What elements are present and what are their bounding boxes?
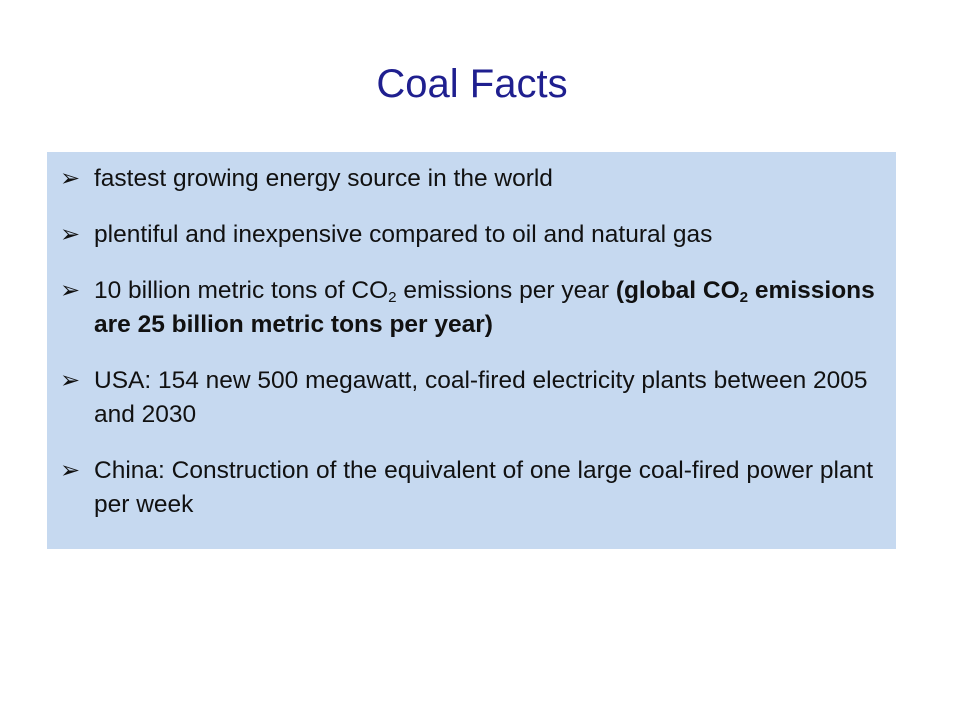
bullet-text: fastest growing energy source in the wor… [94, 165, 553, 192]
bullet-bold-text: (global CO [615, 277, 740, 304]
arrow-right-bullet-icon: ➢ [60, 165, 81, 192]
arrow-right-bullet-icon: ➢ [60, 221, 81, 248]
bullet-text: China: Construction of the equivalent of… [94, 457, 874, 518]
bullet-item-china: ➢ China: Construction of the equivalent … [60, 454, 878, 522]
bullet-text: USA: 154 new 500 megawatt, coal-fired el… [94, 367, 868, 428]
bullet-text: plentiful and inexpensive compared to oi… [94, 221, 713, 248]
arrow-right-bullet-icon: ➢ [60, 457, 81, 484]
subscript-2: 2 [388, 288, 397, 306]
bullet-text-part: 10 billion metric tons of CO [94, 277, 389, 304]
subscript-2: 2 [739, 288, 749, 306]
arrow-right-bullet-icon: ➢ [60, 367, 81, 394]
bullet-list-box: ➢ fastest growing energy source in the w… [47, 152, 896, 549]
bullet-item-fastest-growing: ➢ fastest growing energy source in the w… [60, 162, 878, 196]
bullet-item-usa: ➢ USA: 154 new 500 megawatt, coal-fired … [60, 364, 878, 432]
arrow-right-bullet-icon: ➢ [60, 277, 81, 304]
bullet-item-plentiful: ➢ plentiful and inexpensive compared to … [60, 218, 878, 252]
slide-title: Coal Facts [376, 62, 568, 106]
bullet-text-part: emissions per year [396, 277, 616, 304]
bullet-bold-text: emissions are 25 billion metric tons per… [94, 277, 875, 338]
bullet-item-co2-emissions: ➢ 10 billion metric tons of CO2 emission… [60, 274, 878, 342]
